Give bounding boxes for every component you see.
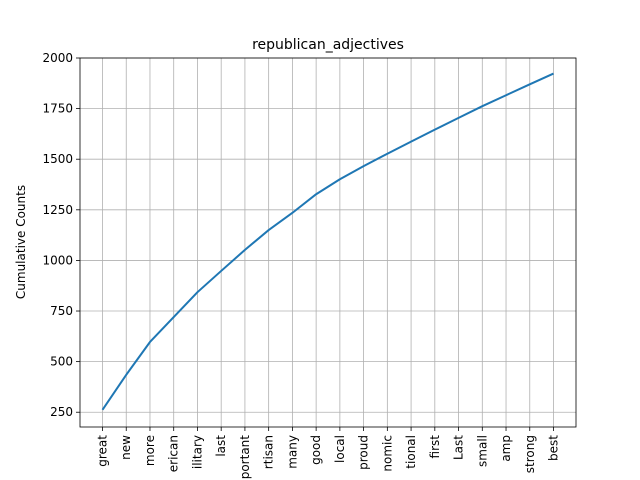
y-axis-label: Cumulative Counts [14, 185, 28, 299]
y-tick-label: 2000 [42, 51, 73, 65]
x-tick-label: nomic [380, 435, 394, 472]
y-tick-label: 1000 [42, 253, 73, 267]
x-tick-label: local [333, 435, 347, 463]
x-tick-label: portant [238, 435, 252, 480]
x-tick-label: last [214, 435, 228, 457]
x-tick-label: many [285, 435, 299, 469]
plot-frame [79, 57, 577, 428]
x-tick-label: amp [499, 435, 513, 462]
grid [80, 57, 576, 427]
x-tick-label: proud [357, 435, 371, 470]
x-tick-label: Last [452, 435, 466, 460]
x-tick-label: more [143, 435, 157, 466]
series-line [101, 72, 554, 411]
x-tick-label: first [428, 435, 442, 459]
series-layer [101, 72, 554, 411]
y-tick-label: 1750 [42, 102, 73, 116]
x-tick-label: ilitary [190, 435, 204, 469]
x-tick-label: erican [167, 435, 181, 472]
x-tick-label: small [475, 435, 489, 467]
y-tick-label: 500 [50, 355, 73, 369]
x-tick-label: strong [523, 435, 537, 473]
x-tick-label: tional [404, 435, 418, 469]
x-tick-label: new [119, 435, 133, 460]
x-tick-label: best [547, 435, 561, 461]
x-tick-label: great [96, 435, 110, 467]
y-tick-label: 250 [50, 405, 73, 419]
y-tick-label: 750 [50, 304, 73, 318]
chart-title: republican_adjectives [252, 37, 404, 53]
x-axis: great new more erican ilitary last portant rtis… [96, 427, 561, 479]
y-axis: 250 500 750 1000 1250 1500 1750 2000 [42, 51, 80, 419]
y-tick-label: 1250 [42, 203, 73, 217]
y-tick-label: 1500 [42, 152, 73, 166]
x-tick-label: good [309, 435, 323, 465]
x-tick-label: rtisan [262, 435, 276, 469]
